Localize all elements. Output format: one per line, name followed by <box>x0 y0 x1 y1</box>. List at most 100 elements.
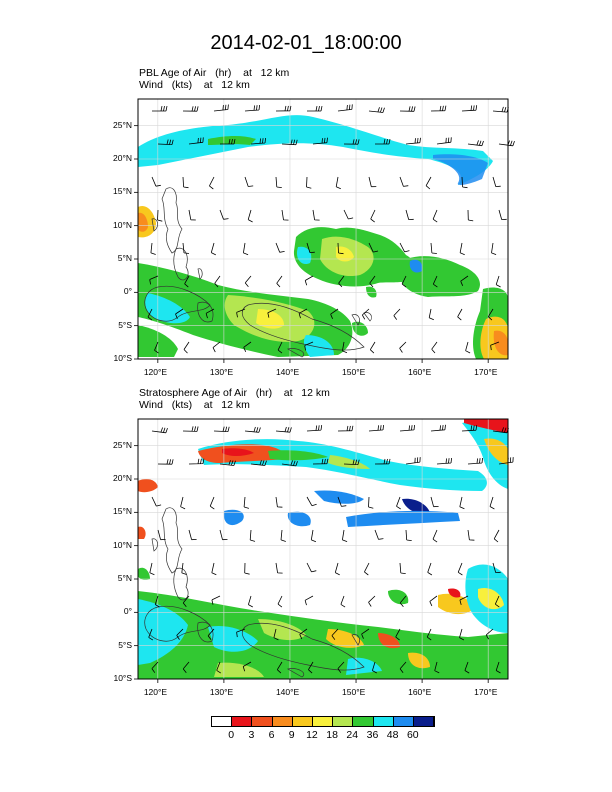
wind-barb <box>275 562 283 574</box>
wind-barb <box>148 628 154 641</box>
pbl-wind-barbs <box>147 104 515 354</box>
wind-barb <box>306 425 323 432</box>
wind-barb <box>276 661 283 674</box>
wind-barb <box>494 595 500 608</box>
lon-tick-label: 160°E <box>408 687 432 697</box>
wind-barb <box>150 242 156 255</box>
lon-tick-label: 150°E <box>342 687 366 697</box>
lat-tick-label: 5°S <box>118 639 132 650</box>
wind-barb <box>399 242 410 253</box>
colorbar-label: 0 <box>228 729 235 741</box>
colorbar-label: 36 <box>366 729 379 741</box>
wind-barb <box>393 308 401 320</box>
panel-1-units: (hr) <box>215 67 232 79</box>
wind-barb <box>485 628 494 640</box>
wind-barb <box>151 661 159 673</box>
wind-barb <box>467 209 474 222</box>
wind-barb <box>334 562 340 576</box>
page-title: 2014-02-01_18:00:00 <box>210 32 402 54</box>
wind-barb <box>368 496 374 509</box>
wind-barb <box>396 496 401 510</box>
wind-barb <box>154 595 160 608</box>
wind-barb <box>275 496 283 508</box>
pbl-age-map <box>134 98 515 363</box>
wind-barb <box>275 176 282 188</box>
colorbar-label: 9 <box>288 729 295 741</box>
wind-barb <box>436 457 452 465</box>
wind-barb <box>464 661 470 674</box>
wind-barb <box>219 460 236 466</box>
lon-tick-label: 170°E <box>474 687 498 697</box>
wind-barb <box>154 341 159 354</box>
wind-barb <box>340 595 346 608</box>
wind-barb <box>181 562 187 575</box>
wind-barb <box>370 209 376 223</box>
wind-barb <box>188 529 197 541</box>
wind-barb <box>368 176 377 188</box>
wind-barb <box>244 275 252 288</box>
wind-barb <box>342 529 348 542</box>
wind-barb <box>490 341 500 351</box>
wind-barb <box>457 308 463 321</box>
wind-barb <box>152 106 168 112</box>
wind-barb <box>461 105 478 112</box>
wind-barb <box>211 562 217 576</box>
wind-barb <box>220 139 236 145</box>
wind-barb <box>214 275 221 288</box>
pbl-map-border <box>137 98 509 360</box>
panel-1-field: PBL Age of Air <box>139 67 207 79</box>
wind-barb <box>157 529 166 541</box>
panel-1-level: at 12 km <box>243 67 290 79</box>
lat-tick-label: 5°N <box>117 253 132 263</box>
wind-barb <box>429 595 438 607</box>
wind-barb <box>399 562 406 574</box>
wind-barb <box>335 176 341 190</box>
wind-barb <box>236 308 246 318</box>
colorbar-label: 24 <box>346 729 359 741</box>
colorbar-swatch <box>232 717 253 726</box>
strat-age-map <box>134 418 514 683</box>
wind-barb <box>243 242 249 256</box>
wind-barb <box>434 661 440 674</box>
wind-barb <box>298 308 308 319</box>
wind-barb <box>432 209 438 223</box>
wind-barb <box>176 628 184 640</box>
wind-barb <box>430 105 447 112</box>
wind-barb <box>280 529 286 542</box>
wind-barb <box>399 176 409 187</box>
wind-barb <box>275 105 292 112</box>
wind-barb <box>244 426 261 433</box>
wind-barb <box>338 275 345 288</box>
panel-2-level: at 12 km <box>283 387 330 399</box>
wind-barb <box>395 628 401 641</box>
wind-barb <box>306 562 317 573</box>
wind-barb <box>213 104 229 112</box>
wind-barb <box>361 628 370 639</box>
wind-barb <box>343 459 360 465</box>
wind-barb <box>368 595 376 607</box>
lat-tick-label: 25°N <box>113 119 132 130</box>
wind-barb <box>207 628 215 641</box>
wind-barb <box>430 424 446 432</box>
wind-barb <box>493 529 500 543</box>
wind-barb <box>182 242 190 254</box>
wind-barb <box>498 140 515 147</box>
wind-barb <box>487 308 494 321</box>
colorbar-swatch <box>373 717 394 726</box>
wind-barb <box>304 341 314 351</box>
wind-barb <box>369 275 376 288</box>
wind-barb <box>307 106 323 112</box>
wind-barb <box>369 341 376 354</box>
wind-barb <box>184 275 190 288</box>
wind-barb <box>304 595 314 606</box>
strat-shading <box>138 419 508 679</box>
wind-barb <box>149 275 159 285</box>
wind-barb <box>244 104 260 112</box>
wind-barb <box>308 661 314 674</box>
wind-barb <box>147 308 153 321</box>
lon-tick-label: 130°E <box>209 687 234 697</box>
lat-tick-label: 10°S <box>113 673 132 683</box>
wind-barb <box>430 242 437 254</box>
wind-barb <box>428 308 434 321</box>
panel-1-wind-units: (kts) <box>171 79 193 91</box>
